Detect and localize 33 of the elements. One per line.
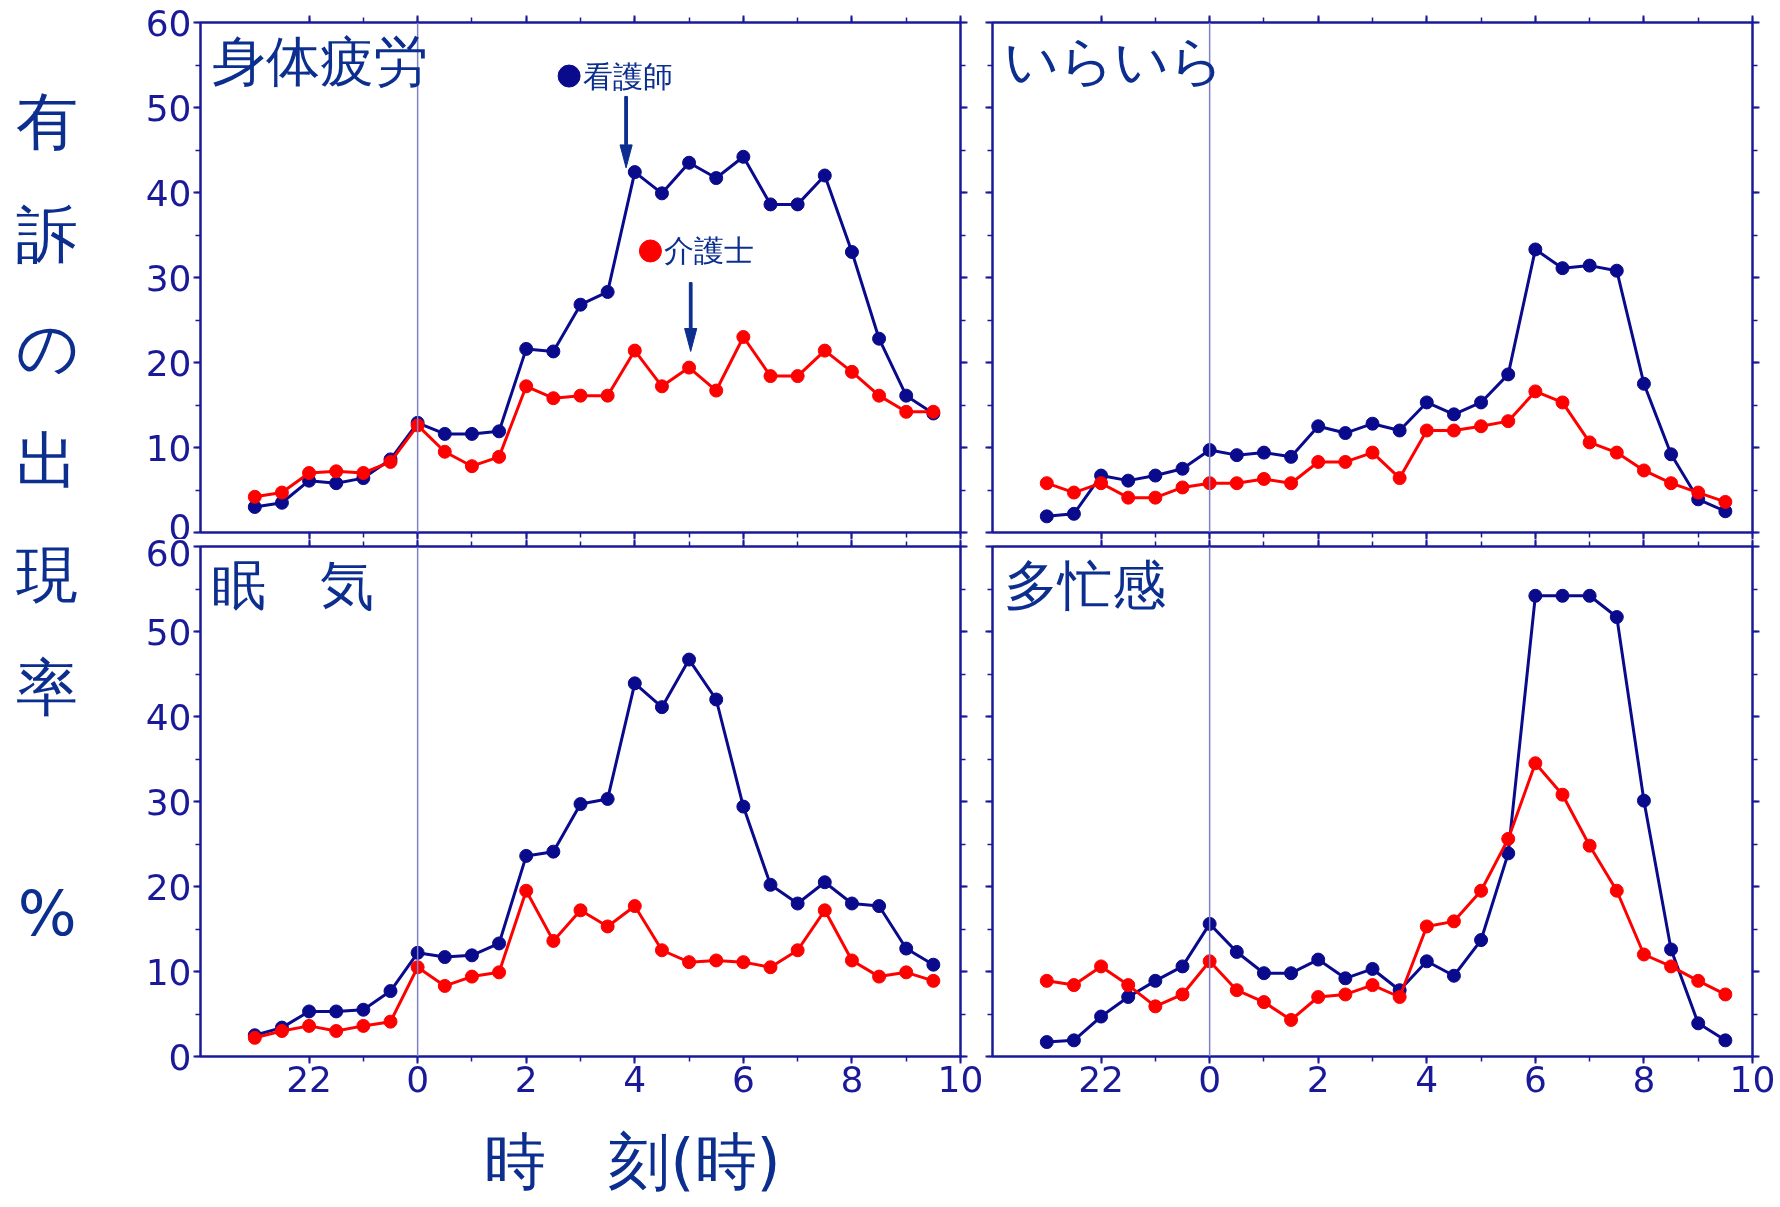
x-tick-label: 10 — [937, 1058, 984, 1100]
x-tick-label: 0 — [406, 1058, 430, 1100]
y-tick-label: 10 — [145, 951, 192, 993]
x-tick-label: 6 — [731, 1058, 755, 1100]
y-tick-label: 50 — [145, 611, 192, 653]
x-tick-label: 2 — [514, 1058, 538, 1100]
y-tick-label: 40 — [145, 696, 192, 738]
x-tick-label: 22 — [1078, 1058, 1124, 1100]
y-tick-label: 30 — [145, 257, 192, 299]
y-tick-label: 20 — [145, 342, 192, 384]
chart-title: 多忙感 — [1003, 554, 1166, 618]
chart-title: いらいら — [1003, 30, 1224, 94]
x-tick-label: 8 — [1632, 1058, 1656, 1100]
legend-label: 看護師 — [582, 58, 673, 94]
chart-title: 眠 気 — [211, 554, 374, 618]
chart-title: 身体疲労 — [211, 30, 428, 94]
y-tick-label: 60 — [145, 2, 192, 44]
x-axis-title: 時 刻(時) — [484, 1125, 781, 1198]
y-tick-label: 30 — [145, 781, 192, 823]
y-tick-label: 40 — [145, 172, 192, 214]
text: 有訴の出現率 % — [15, 85, 79, 950]
y-tick-label: 10 — [145, 427, 192, 469]
x-tick-label: 10 — [1729, 1058, 1776, 1100]
x-tick-label: 4 — [623, 1058, 647, 1100]
x-tick-label: 4 — [1415, 1058, 1439, 1100]
x-tick-label: 6 — [1523, 1058, 1547, 1100]
y-tick-label: 20 — [145, 866, 192, 908]
x-tick-label: 2 — [1306, 1058, 1330, 1100]
legend-label: 介護士 — [664, 233, 755, 269]
y-tick-label: 50 — [145, 87, 192, 129]
x-tick-label: 22 — [286, 1058, 332, 1100]
x-tick-label: 8 — [840, 1058, 864, 1100]
x-tick-label: 0 — [1198, 1058, 1222, 1100]
